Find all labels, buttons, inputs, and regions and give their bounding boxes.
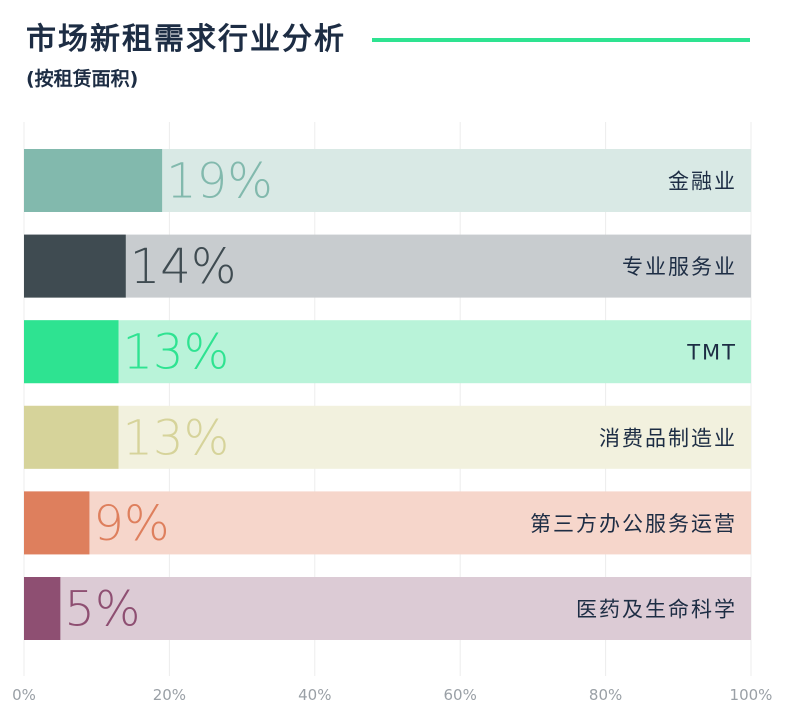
x-tick-label: 80% bbox=[589, 686, 622, 704]
category-label: 医药及生命科学 bbox=[576, 598, 737, 622]
title-accent-line bbox=[372, 38, 750, 42]
bar-track bbox=[24, 491, 751, 555]
bar-value-label: 9% bbox=[93, 496, 169, 552]
category-label: 消费品制造业 bbox=[599, 426, 737, 450]
bar-row: 13% 消费品制造业 bbox=[24, 405, 751, 469]
bar-track bbox=[24, 577, 751, 640]
bar-value-label: 13% bbox=[123, 410, 230, 466]
category-label: 第三方办公服务运营 bbox=[530, 512, 737, 536]
chart-title: 市场新租需求行业分析 bbox=[26, 22, 346, 57]
bar bbox=[24, 320, 119, 384]
bar-track bbox=[24, 234, 751, 298]
bar-row: 19% 金融业 bbox=[24, 149, 751, 212]
category-label: TMT bbox=[686, 341, 737, 365]
bar bbox=[24, 405, 119, 469]
bar-track bbox=[24, 405, 751, 469]
bar bbox=[24, 577, 61, 640]
category-label: 金融业 bbox=[668, 170, 737, 194]
bar-track bbox=[24, 320, 751, 384]
bar-value-label: 5% bbox=[64, 582, 140, 638]
bar-row: 9% 第三方办公服务运营 bbox=[24, 491, 751, 555]
bar bbox=[24, 234, 126, 298]
bar-row: 5% 医药及生命科学 bbox=[24, 577, 751, 640]
x-tick-label: 40% bbox=[298, 686, 331, 704]
bar-value-label: 13% bbox=[123, 325, 230, 381]
x-tick-label: 60% bbox=[444, 686, 477, 704]
x-tick-label: 0% bbox=[12, 686, 36, 704]
bar-row: 13% TMT bbox=[24, 320, 751, 384]
x-axis-ticks: 0% 20% 40% 60% 80% 100% bbox=[12, 686, 772, 704]
x-tick-label: 20% bbox=[153, 686, 186, 704]
category-label: 专业服务业 bbox=[622, 255, 737, 279]
bar-value-label: 14% bbox=[130, 239, 237, 295]
bar bbox=[24, 149, 163, 212]
chart-subtitle: (按租赁面积) bbox=[26, 68, 139, 90]
x-tick-label: 100% bbox=[730, 686, 773, 704]
bar-value-label: 19% bbox=[166, 154, 273, 210]
bar-row: 14% 专业服务业 bbox=[24, 234, 751, 298]
bars: 19% 金融业 14% 专业服务业 13% TMT 13% 消费品制造业 9% 第三方办公服务运营… bbox=[24, 149, 751, 640]
bar bbox=[24, 491, 90, 555]
